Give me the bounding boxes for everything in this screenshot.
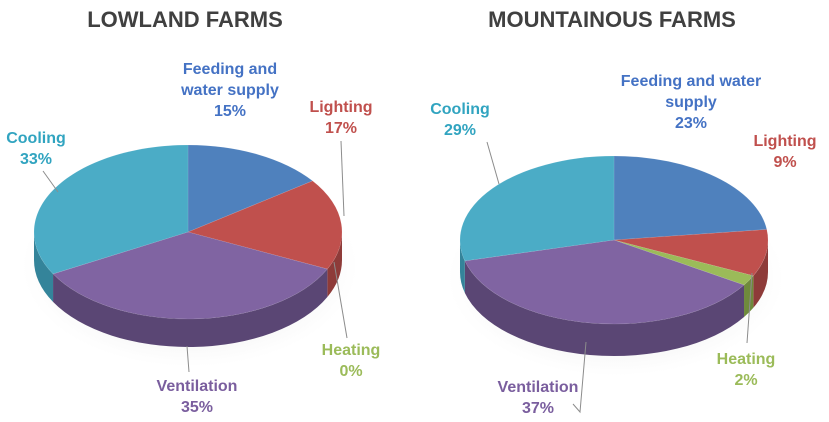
data-label-ventilation: Ventilation 35% [157,378,238,416]
pie-side-cooling [34,232,54,302]
data-label-feeding-and-water-supply: Feeding and water supply 15% [180,61,279,120]
chart-title-mountainous: MOUNTAINOUS FARMS [488,7,736,32]
pie-chart-lowland: Feeding and water supply 15% Lighting 17% Hea… [6,61,380,416]
leader-line-ventilation [572,341,587,414]
pie-side-walls [460,240,768,357]
pie-slice-ventilation [52,231,328,320]
leader-line-cooling [486,141,500,185]
pie-side-ventilation [464,260,745,357]
data-label-heating: Heating 2% [717,351,776,389]
pie-slice-lighting [613,229,769,277]
pie-slice-cooling [459,155,615,262]
pie-slice-feeding-and-water-supply [187,144,314,233]
leader-line-ventilation [186,345,190,373]
leader-line-heating [746,272,753,344]
pie-slice-ventilation [464,239,745,325]
pie-side-lighting [753,240,768,308]
data-label-ventilation: Ventilation 37% [498,379,579,417]
pie-slice-heating [613,239,754,286]
pie-chart-mountainous: Feeding and water supply 23%Lighting 9% Heat… [430,73,816,417]
leader-line-cooling [42,170,59,193]
data-label-feeding-and-water-supply: Feeding and water supply 23% [621,73,761,132]
data-label-heating: Heating 0% [322,342,381,380]
pie-side-ventilation [53,269,328,347]
data-label-lighting: Lighting 9% [753,133,816,171]
data-label-lighting: Lighting 17% [309,99,372,137]
data-label-cooling: Cooling 29% [430,101,490,139]
leader-line-heating [333,261,348,339]
chart-title-lowland: LOWLAND FARMS [87,7,283,32]
pie-slice-feeding-and-water-supply [613,155,768,241]
pie-slice-lighting [187,180,343,270]
pie-side-cooling [460,240,465,293]
leader-line-lighting [340,140,345,217]
data-label-cooling: Cooling 33% [6,130,66,168]
